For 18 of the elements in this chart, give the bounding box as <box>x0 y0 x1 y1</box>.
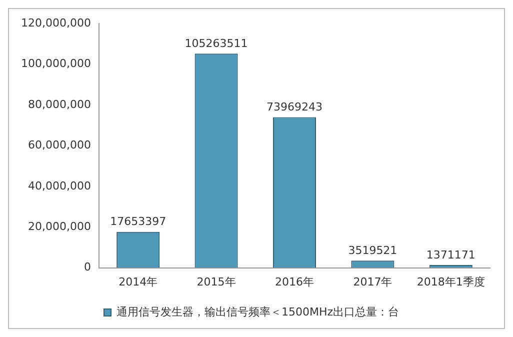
y-tick-label: 20,000,000 <box>28 220 91 233</box>
x-tick-label: 2017年 <box>353 275 392 288</box>
data-label: 17653397 <box>110 215 166 228</box>
data-label: 73969243 <box>266 100 322 114</box>
y-tick-label: 40,000,000 <box>28 179 91 192</box>
x-tick-label: 2016年 <box>274 275 314 288</box>
y-tick-label: 0 <box>84 260 91 274</box>
data-label: 105263511 <box>184 36 248 50</box>
x-tick-label: 2015年 <box>196 275 236 288</box>
y-tick-label: 60,000,000 <box>28 138 91 152</box>
y-tick-label: 120,000,000 <box>20 16 91 30</box>
x-tick-label: 2018年1季度 <box>416 275 485 288</box>
legend-label: 通用信号发生器，输出信号频率＜1500MHz出口总量：台 <box>116 305 400 318</box>
y-tick-label: 100,000,000 <box>20 57 91 70</box>
x-tick-label: 2014年 <box>118 275 158 288</box>
data-label: 3519521 <box>348 244 398 257</box>
data-label: 1371171 <box>426 248 476 262</box>
y-tick-label: 80,000,000 <box>28 98 91 111</box>
